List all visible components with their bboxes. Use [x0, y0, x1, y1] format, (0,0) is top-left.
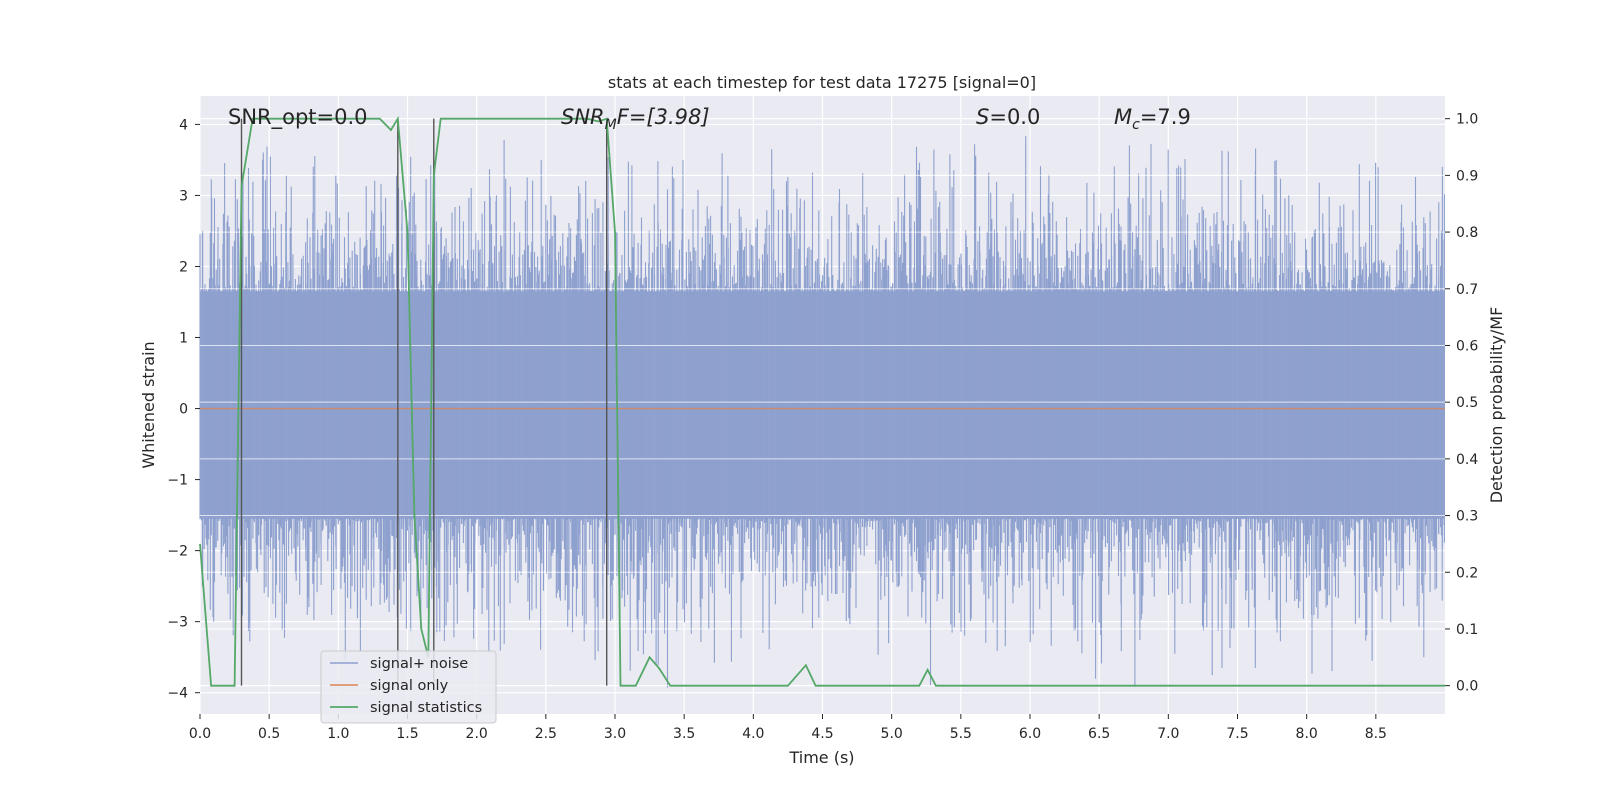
- annotation-snr-mf-sub: M: [605, 117, 617, 133]
- x-tick-label: 0.5: [258, 726, 280, 742]
- y-left-tick-label: 2: [179, 259, 188, 275]
- y-right-tick-label: 0.1: [1456, 622, 1478, 638]
- y-left-tick-label: −1: [167, 473, 188, 489]
- annotation-snr-opt: SNR_opt=0.0: [228, 105, 368, 130]
- annotation-s-rest: =0.0: [989, 105, 1040, 129]
- x-tick-label: 8.0: [1296, 726, 1318, 742]
- x-tick-label: 3.0: [604, 726, 626, 742]
- legend: signal+ noise signal only signal statist…: [320, 650, 497, 724]
- annotation-snr-mf-rest: F=[3.98]: [617, 105, 710, 129]
- annotation-snr-mf-main: SNR: [561, 105, 605, 129]
- y-right-tick-label: 0.4: [1456, 452, 1478, 468]
- y-right-axis-label: Detection probability/MF: [1487, 307, 1506, 504]
- y-right-tick-label: 0.9: [1456, 168, 1478, 184]
- signal-statistics-line: [199, 115, 1445, 687]
- series-signal-statistics: [199, 115, 1445, 687]
- x-tick-label: 0.0: [189, 726, 211, 742]
- x-tick-label: 4.5: [811, 726, 833, 742]
- x-tick-label: 8.5: [1365, 726, 1387, 742]
- y-left-tick-label: 4: [179, 117, 188, 133]
- legend-label-signal-noise: signal+ noise: [370, 656, 468, 672]
- annotation-mc-main: M: [1114, 105, 1132, 129]
- y-right-tick-label: 0.6: [1456, 338, 1478, 354]
- y-right-axis-ticks: 1.0 0.9 0.8 0.7 0.6 0.5 0.4 0.3 0.2 0.1 0.0: [1445, 112, 1478, 695]
- annotation-mc: Mc=7.9: [1114, 105, 1191, 133]
- x-tick-label: 6.5: [1088, 726, 1110, 742]
- x-tick-label: 4.0: [742, 726, 764, 742]
- x-axis-label: Time (s): [788, 748, 854, 767]
- y-left-axis-label: Whitened strain: [139, 341, 158, 468]
- y-left-tick-label: −4: [167, 686, 188, 702]
- chart-title: stats at each timestep for test data 172…: [608, 73, 1036, 92]
- x-tick-label: 6.0: [1019, 726, 1041, 742]
- legend-label-signal-only: signal only: [370, 678, 449, 694]
- annotation-s: S=0.0: [976, 105, 1040, 129]
- x-tick-label: 5.5: [950, 726, 972, 742]
- x-tick-label: 7.0: [1157, 726, 1179, 742]
- y-left-tick-label: 0: [179, 402, 188, 418]
- legend-label-signal-statistics: signal statistics: [370, 700, 482, 716]
- y-left-tick-label: −2: [167, 544, 188, 560]
- y-right-tick-label: 0.3: [1456, 509, 1478, 525]
- y-left-tick-label: 3: [179, 188, 188, 204]
- y-left-axis-ticks: 4 3 2 1 0 −1 −2 −3 −4: [167, 117, 200, 702]
- annotation-mc-rest: =7.9: [1140, 105, 1191, 129]
- y-left-tick-label: −3: [167, 615, 188, 631]
- noise-trace: [199, 136, 1445, 688]
- y-right-tick-label: 0.0: [1456, 679, 1478, 695]
- x-tick-label: 1.5: [396, 726, 418, 742]
- x-tick-label: 3.5: [673, 726, 695, 742]
- y-left-tick-label: 1: [179, 331, 188, 347]
- y-right-tick-label: 0.7: [1456, 282, 1478, 298]
- legend-box: [320, 650, 497, 724]
- y-right-tick-label: 0.2: [1456, 565, 1478, 581]
- x-axis-ticks: 0.0 0.5 1.0 1.5 2.0 2.5 3.0 3.5 4.0 4.5 5.0 5.5 6.0 6…: [189, 714, 1387, 742]
- annotation-mc-sub: c: [1132, 117, 1140, 133]
- x-tick-label: 2.5: [535, 726, 557, 742]
- annotation-s-main: S: [976, 105, 989, 129]
- x-tick-label: 7.5: [1226, 726, 1248, 742]
- x-tick-label: 5.0: [881, 726, 903, 742]
- y-right-tick-label: 0.8: [1456, 225, 1478, 241]
- annotation-snr-mf: SNRMF=[3.98]: [561, 105, 710, 133]
- y-right-tick-label: 0.5: [1456, 395, 1478, 411]
- y-right-tick-label: 1.0: [1456, 112, 1478, 128]
- x-tick-label: 1.0: [327, 726, 349, 742]
- x-tick-label: 2.0: [466, 726, 488, 742]
